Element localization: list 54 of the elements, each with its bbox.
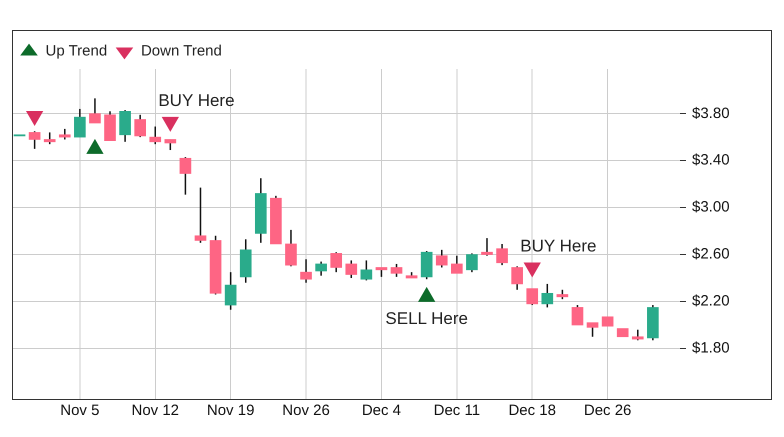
candlestick (390, 263, 402, 278)
y-tick-label: $3.40 (692, 152, 730, 169)
candlestick (586, 322, 598, 338)
candlestick (496, 243, 508, 266)
candlestick (89, 98, 101, 124)
candlestick (164, 138, 176, 151)
point (162, 116, 179, 132)
candlestick (451, 254, 463, 274)
candlestick (149, 126, 162, 145)
candlestick (436, 249, 448, 268)
data-label: BUY Here (158, 91, 235, 110)
candlestick (194, 186, 206, 244)
y-tick-label: $3.00 (692, 198, 730, 216)
candlestick (526, 288, 538, 306)
candlestick (345, 260, 358, 279)
y-tick-label: $3.80 (692, 104, 730, 122)
x-tick-label: Dec 26 (584, 402, 632, 420)
legend-label: Up Trend (46, 42, 108, 60)
y-tick-label: $2.60 (692, 246, 730, 263)
y-tick-label: $1.80 (692, 340, 730, 357)
y-tick-label: $2.20 (692, 292, 730, 310)
x-tick-label: Nov 5 (60, 402, 100, 420)
candlestick (481, 237, 493, 256)
x-tick-label: Nov 19 (206, 402, 254, 420)
candlestick (180, 156, 192, 196)
candlestick (541, 283, 554, 308)
candlestick (44, 132, 56, 145)
legend-label: Down Trend (140, 42, 222, 60)
x-tick-label: Nov 26 (282, 402, 330, 420)
candlestick (224, 271, 236, 310)
candlestick (511, 266, 523, 291)
candlestick (466, 252, 478, 273)
point (26, 110, 43, 126)
x-tick-label: Dec 4 (362, 402, 402, 420)
candlestick (285, 229, 297, 268)
data-label: SELL Here (385, 309, 468, 328)
candlestick (74, 108, 86, 138)
candlestick (632, 328, 644, 342)
candlestick (315, 260, 327, 276)
candlestick (134, 114, 146, 138)
candlestick (330, 251, 342, 273)
candlestick (28, 130, 40, 150)
x-tick-label: Dec 11 (434, 402, 480, 420)
candlestick (300, 258, 312, 284)
candlestick (376, 266, 388, 278)
candlestick (572, 304, 584, 326)
candlestick (360, 260, 372, 282)
x-tick-label: Nov 12 (131, 402, 180, 420)
candlestick (602, 316, 614, 327)
candlestick (58, 128, 71, 140)
candlestick (556, 289, 568, 300)
data-label: BUY Here (520, 236, 596, 256)
point (418, 287, 435, 302)
x-tick-label: Dec 18 (508, 402, 556, 420)
